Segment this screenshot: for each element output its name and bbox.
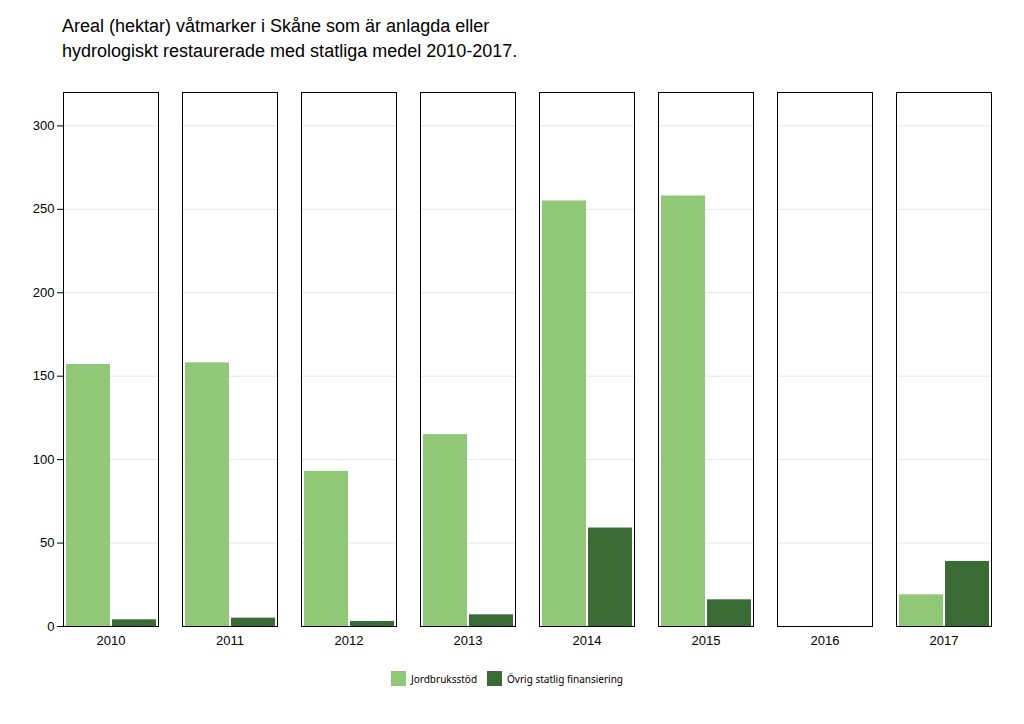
html-text:Areal (hektar) våtmarker i Skå: Areal (hektar) våtmarker i Skåne som är …: [62, 16, 518, 62]
svg-text:2016: 2016: [811, 633, 840, 648]
svg-text:2012: 2012: [335, 633, 364, 648]
svg-text:2010: 2010: [97, 633, 126, 648]
svg-text:2014: 2014: [573, 633, 602, 648]
html-text:Jordbruksstöd: Jordbruksstöd: [411, 671, 478, 686]
svg-text:2017: 2017: [930, 633, 959, 648]
svg-text:300: 300: [33, 118, 55, 133]
svg-text:200: 200: [33, 285, 55, 300]
svg-text:0: 0: [47, 619, 54, 634]
svg-text:50: 50: [40, 536, 54, 551]
svg-text:100: 100: [33, 452, 55, 467]
svg-text:2015: 2015: [692, 633, 721, 648]
svg-text:250: 250: [33, 202, 55, 217]
html-text:Övrig statlig finansiering: Övrig statlig finansiering: [507, 671, 623, 686]
svg-text:150: 150: [33, 369, 55, 384]
svg-text:2013: 2013: [454, 633, 483, 648]
svg-text:2011: 2011: [216, 633, 244, 648]
